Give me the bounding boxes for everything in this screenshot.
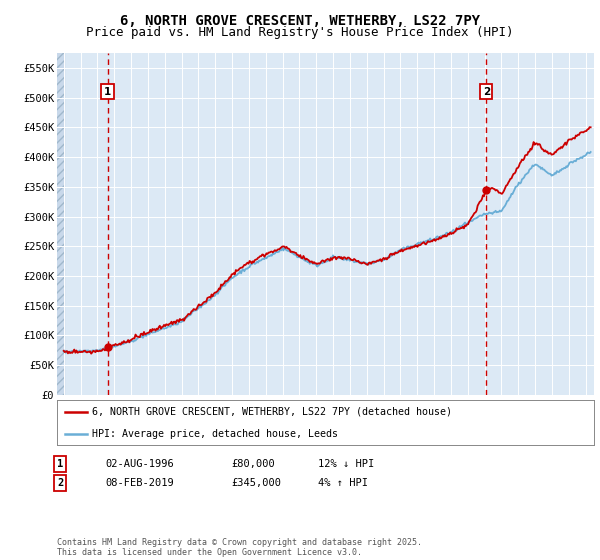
Text: 12% ↓ HPI: 12% ↓ HPI [318, 459, 374, 469]
Text: 6, NORTH GROVE CRESCENT, WETHERBY, LS22 7PY: 6, NORTH GROVE CRESCENT, WETHERBY, LS22 … [120, 14, 480, 28]
Text: 08-FEB-2019: 08-FEB-2019 [105, 478, 174, 488]
Text: Contains HM Land Registry data © Crown copyright and database right 2025.
This d: Contains HM Land Registry data © Crown c… [57, 538, 422, 557]
Text: HPI: Average price, detached house, Leeds: HPI: Average price, detached house, Leed… [92, 429, 338, 439]
Text: 2: 2 [482, 87, 490, 97]
Text: 4% ↑ HPI: 4% ↑ HPI [318, 478, 368, 488]
Text: 2: 2 [57, 478, 63, 488]
Text: 6, NORTH GROVE CRESCENT, WETHERBY, LS22 7PY (detached house): 6, NORTH GROVE CRESCENT, WETHERBY, LS22 … [92, 407, 452, 417]
Text: 1: 1 [104, 87, 111, 97]
Bar [55, 53, 64, 395]
Text: 02-AUG-1996: 02-AUG-1996 [105, 459, 174, 469]
Text: 1: 1 [57, 459, 63, 469]
Bar [55, 53, 64, 395]
Text: Price paid vs. HM Land Registry's House Price Index (HPI): Price paid vs. HM Land Registry's House … [86, 26, 514, 39]
Text: £345,000: £345,000 [231, 478, 281, 488]
Text: £80,000: £80,000 [231, 459, 275, 469]
